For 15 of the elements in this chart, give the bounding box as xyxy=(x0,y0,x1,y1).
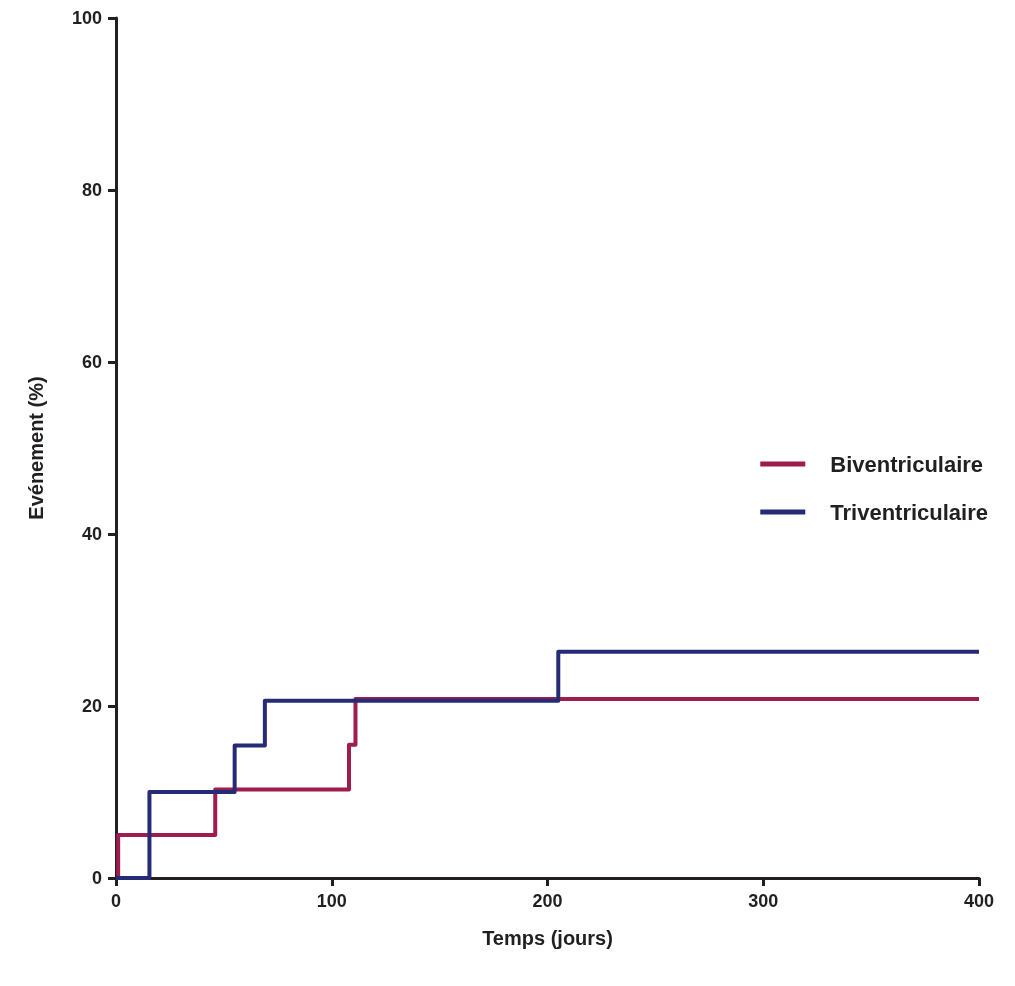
x-tick-label: 0 xyxy=(110,891,122,911)
legend-label: Triventriculaire xyxy=(830,499,989,525)
y-tick-label: 80 xyxy=(81,180,102,200)
x-axis-title: Temps (jours) xyxy=(482,927,613,949)
y-tick-label: 100 xyxy=(71,8,102,28)
x-tick-label: 200 xyxy=(532,891,563,911)
y-tick-label: 60 xyxy=(81,352,102,372)
legend-label: Biventriculaire xyxy=(830,451,984,477)
y-tick-label: 40 xyxy=(81,524,102,544)
x-tick-label: 100 xyxy=(316,891,347,911)
y-axis-title: Evénement (%) xyxy=(25,376,47,520)
x-tick-label: 400 xyxy=(963,891,995,911)
x-tick-label: 300 xyxy=(748,891,779,911)
y-tick-label: 20 xyxy=(81,696,102,716)
y-tick-label: 0 xyxy=(91,868,102,888)
